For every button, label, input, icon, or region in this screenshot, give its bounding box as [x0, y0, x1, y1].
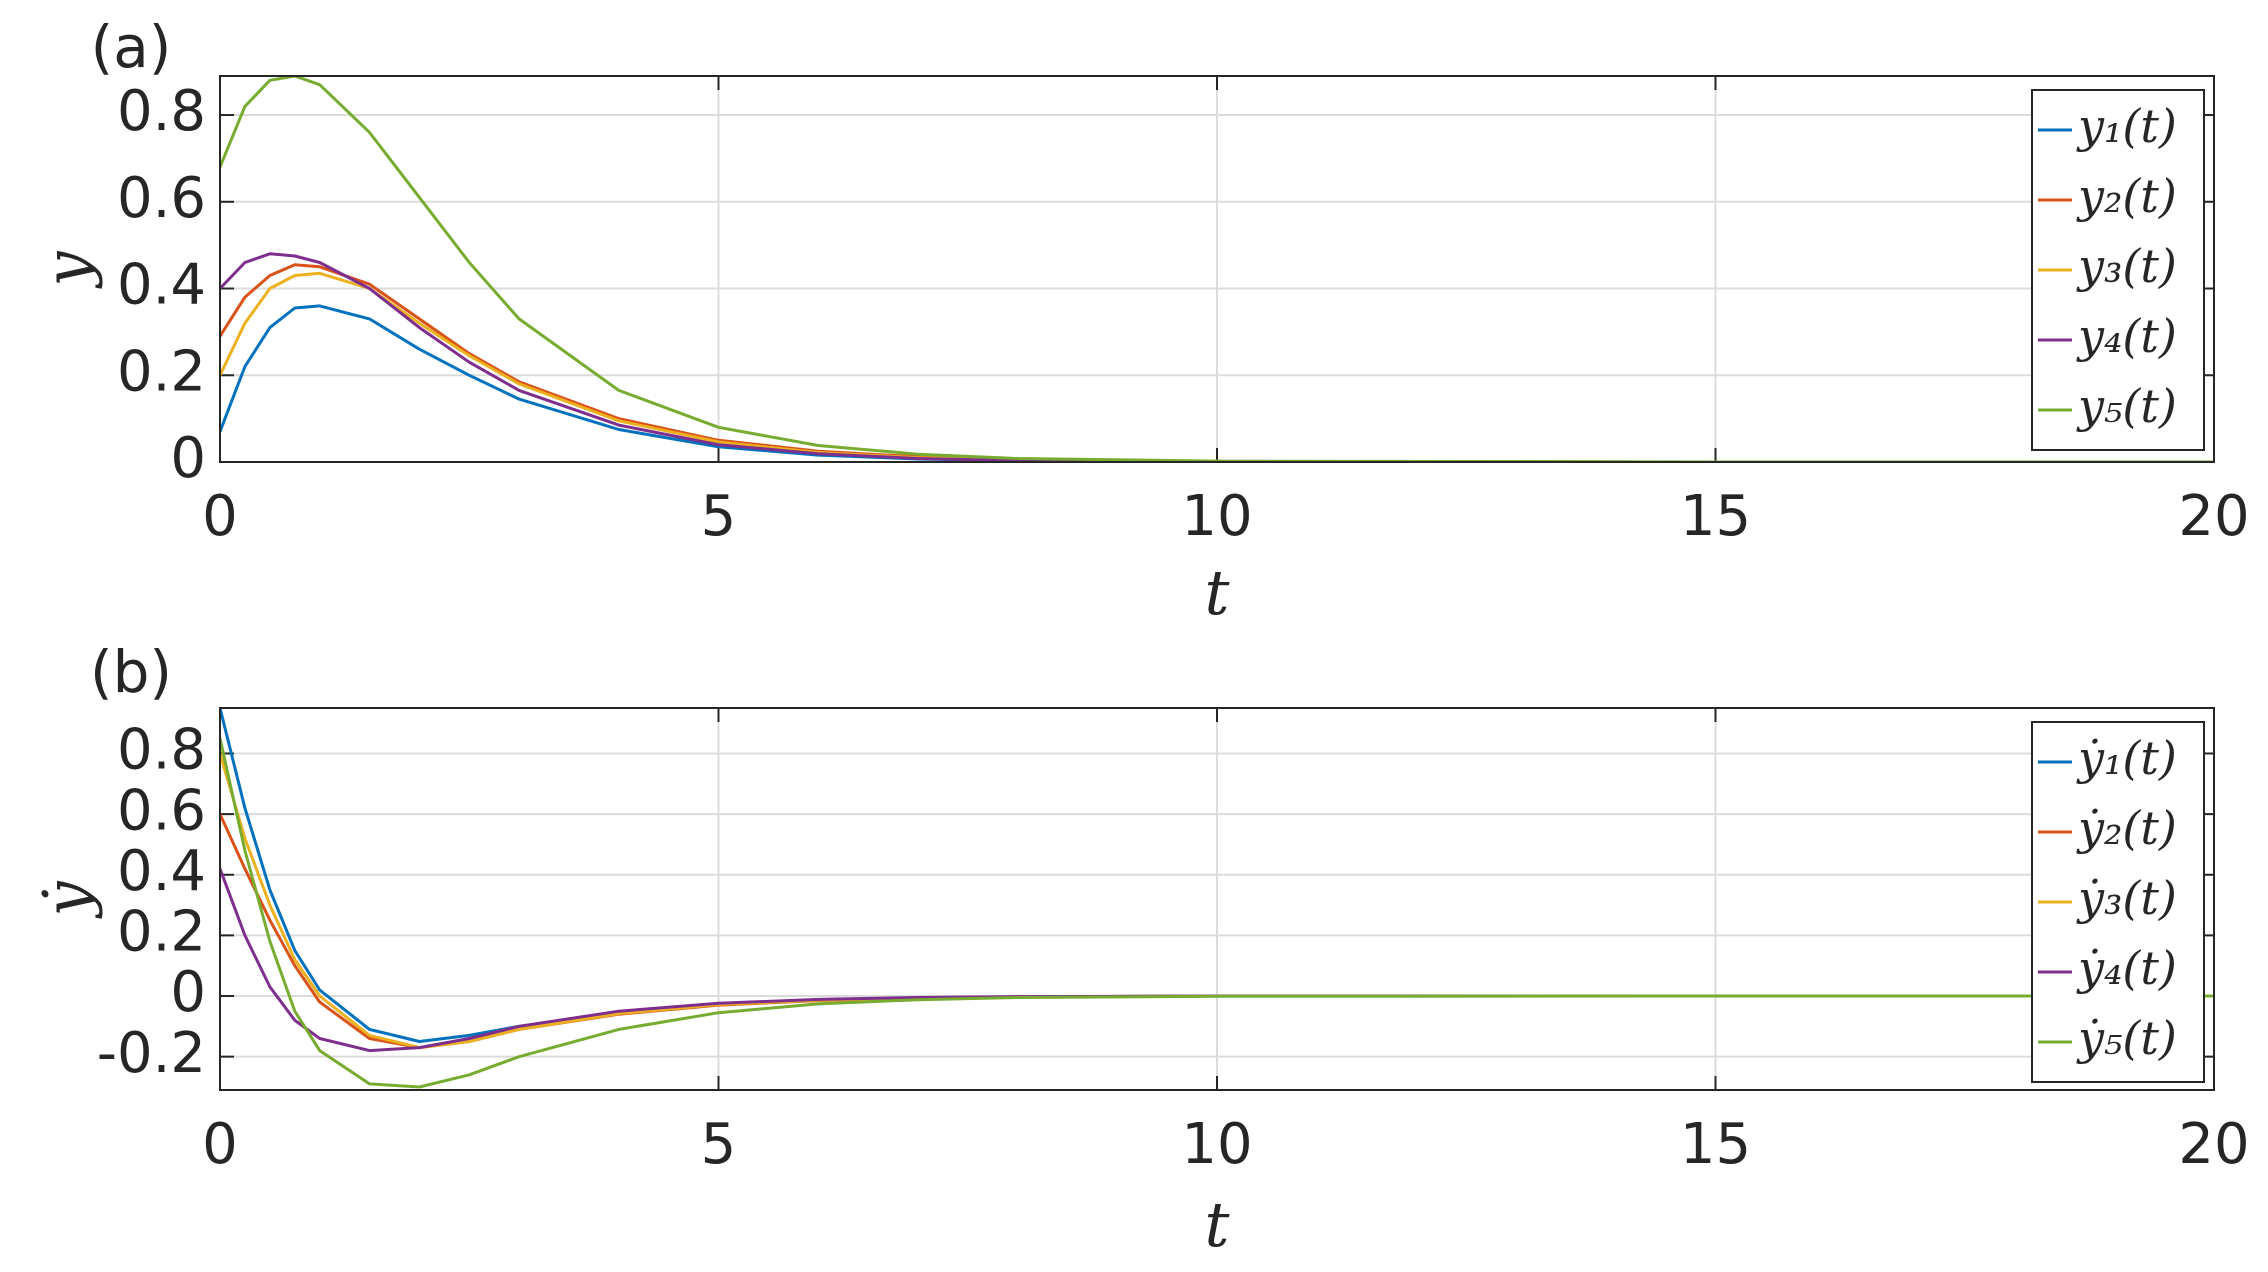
x-tick-label: 20: [2178, 1112, 2249, 1177]
x-tick-label: 5: [701, 1112, 737, 1177]
y-axis-label: y: [31, 251, 104, 290]
legend-label: ẏ₄(t): [2076, 941, 2177, 995]
panel-label: (a): [91, 13, 172, 81]
y-tick-label: 0.2: [117, 900, 206, 965]
x-tick-label: 5: [701, 484, 737, 549]
x-tick-label: 20: [2178, 484, 2249, 549]
legend-label: y₅(t): [2076, 379, 2177, 433]
x-tick-label: 10: [1181, 1112, 1252, 1177]
x-tick-label: 15: [1680, 484, 1751, 549]
y-tick-label: 0.2: [117, 339, 206, 404]
y-tick-label: 0.8: [117, 718, 206, 783]
y-tick-label: 0.6: [117, 778, 206, 843]
legend-label: y₂(t): [2076, 169, 2177, 223]
series-line: [220, 737, 2214, 1089]
legend-label: ẏ₃(t): [2076, 871, 2177, 925]
y-tick-label: 0: [170, 426, 206, 491]
y-tick-label: 0.4: [117, 253, 206, 318]
x-tick-label: 15: [1680, 1112, 1751, 1177]
legend-label: y₁(t): [2076, 99, 2177, 153]
y-tick-label: 0.4: [117, 839, 206, 904]
legend-label: ẏ₅(t): [2076, 1011, 2177, 1065]
x-axis-label: t: [1205, 556, 1230, 629]
legend-label: ẏ₁(t): [2076, 731, 2177, 785]
x-tick-label: 0: [202, 484, 238, 549]
y-tick-label: 0.6: [117, 166, 206, 231]
panel-label: (b): [90, 638, 172, 706]
series-line: [220, 76, 2214, 462]
y-tick-label: 0.8: [117, 79, 206, 144]
legend-label: y₄(t): [2076, 309, 2177, 363]
y-tick-label: -0.2: [97, 1021, 206, 1086]
x-axis-label: t: [1205, 1188, 1230, 1261]
x-tick-label: 0: [202, 1112, 238, 1177]
y-axis-label: ẏ: [31, 881, 104, 920]
y-tick-label: 0: [170, 960, 206, 1025]
axes-box: [219, 707, 2215, 1091]
axes-box: [219, 75, 2215, 463]
legend-label: ẏ₂(t): [2076, 801, 2177, 855]
legend-label: y₃(t): [2076, 239, 2177, 293]
x-tick-label: 10: [1181, 484, 1252, 549]
